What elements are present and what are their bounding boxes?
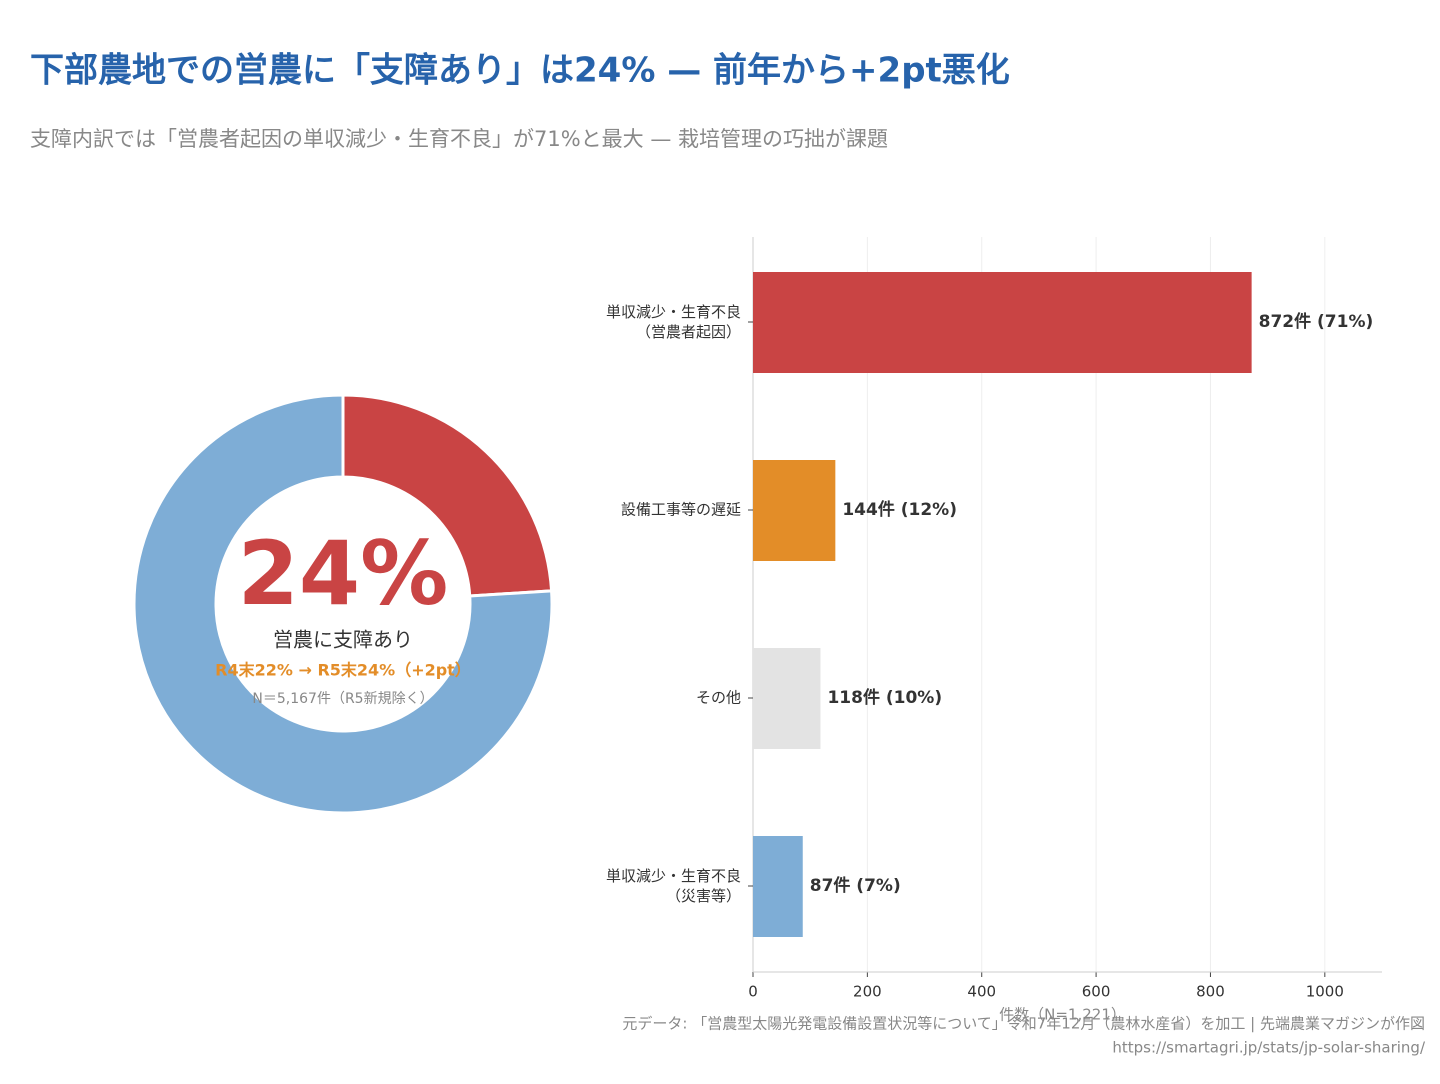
y-tick-label: 設備工事等の遅延 [621, 501, 741, 519]
sample-note: N＝5,167件（R5新規除く） [252, 691, 433, 707]
y-tick-label: その他 [696, 689, 741, 707]
url: https://smartagri.jp/stats/jp-solar-shar… [1112, 1039, 1426, 1057]
title: 下部農地での営農に「支障あり」は24% — 前年から+2pt悪化 [30, 51, 1010, 91]
donut-slice [132, 393, 554, 815]
bar [753, 836, 803, 937]
value-label: 144件 (12%) [842, 499, 957, 520]
source: 元データ: 「営農型太陽光発電設備設置状況等について」令和7年12月（農林水産省… [622, 1015, 1425, 1033]
y-tick-label: 単収減少・生育不良（災害等） [606, 867, 741, 905]
value-label: 872件 (71%) [1259, 311, 1374, 332]
center-caption: 営農に支障あり [273, 628, 413, 652]
value-label: 118件 (10%) [827, 687, 942, 708]
y-tick-label: 単収減少・生育不良（営農者起因） [606, 303, 741, 341]
change-note: R4末22% → R5末24%（+2pt） [215, 661, 471, 680]
value-label: 87件 (7%) [810, 875, 901, 896]
x-tick-label: 400 [967, 983, 996, 1001]
x-tick-label: 200 [853, 983, 882, 1001]
bar [753, 460, 836, 561]
center-value: 24% [238, 522, 449, 625]
x-axis-label: 件数（N=1,221） [999, 1006, 1126, 1024]
x-tick-label: 800 [1196, 983, 1225, 1001]
x-tick-label: 0 [748, 983, 758, 1001]
donut-slice [341, 393, 554, 598]
subtitle: 支障内訳では「営農者起因の単収減少・生育不良」が71%と最大 — 栽培管理の巧拙… [30, 127, 888, 151]
x-tick-label: 600 [1082, 983, 1111, 1001]
bar [753, 648, 821, 749]
bar [753, 272, 1252, 373]
x-tick-label: 1000 [1306, 983, 1344, 1001]
